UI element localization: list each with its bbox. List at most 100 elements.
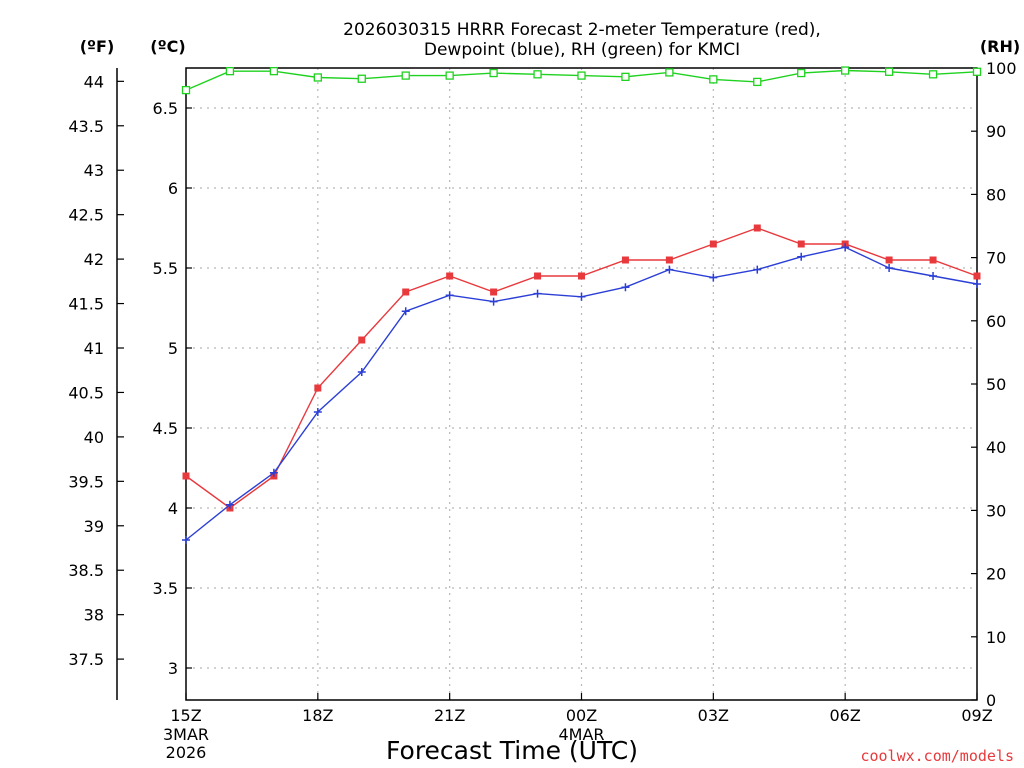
rh-point bbox=[841, 66, 850, 75]
rh-point bbox=[797, 68, 806, 78]
rh-axis-label: (RH) bbox=[980, 37, 1020, 56]
time-tick-label: 03Z bbox=[698, 706, 729, 725]
fahrenheit-tick-label: 42.5 bbox=[68, 206, 104, 225]
rh-point bbox=[445, 71, 454, 80]
temperature-point bbox=[534, 272, 542, 280]
fahrenheit-tick-label: 41 bbox=[84, 339, 104, 358]
temperature-point bbox=[446, 272, 454, 280]
fahrenheit-axis-label: (ºF) bbox=[80, 37, 115, 56]
celsius-ticks: 3 3.5 4 4.5 5 5.5 6 6.5 bbox=[153, 99, 192, 678]
rh-tick-label: 30 bbox=[986, 501, 1006, 520]
time-tick-label: 09Z bbox=[961, 706, 992, 725]
grid-lines bbox=[186, 68, 977, 700]
rh-ticks: 0 10 20 30 40 50 60 70 80 90 100 bbox=[971, 59, 1017, 710]
dewpoint-point bbox=[401, 307, 410, 316]
temperature-point bbox=[885, 256, 893, 264]
dewpoint-point bbox=[621, 283, 630, 292]
time-tick-label: 00Z bbox=[566, 706, 597, 725]
rh-point bbox=[665, 68, 674, 77]
time-tick-label: 21Z bbox=[434, 706, 465, 725]
dewpoint-point bbox=[665, 265, 674, 274]
celsius-tick-label: 6.5 bbox=[153, 99, 178, 118]
rh-tick-label: 100 bbox=[986, 59, 1017, 78]
rh-point bbox=[313, 73, 322, 82]
temperature-point bbox=[753, 224, 761, 232]
rh-point bbox=[533, 70, 542, 79]
fahrenheit-tick-label: 40.5 bbox=[68, 383, 104, 402]
fahrenheit-tick-label: 43 bbox=[84, 161, 104, 180]
rh-tick-label: 20 bbox=[986, 565, 1006, 584]
date-label: 4MAR bbox=[558, 725, 604, 744]
rh-tick-label: 60 bbox=[986, 312, 1006, 331]
dewpoint-point bbox=[885, 264, 894, 272]
celsius-axis-label: (ºC) bbox=[150, 37, 185, 56]
dewpoint-point bbox=[269, 468, 278, 477]
temperature-point bbox=[709, 240, 717, 248]
rh-point bbox=[621, 72, 630, 81]
dewpoint-point bbox=[313, 408, 322, 416]
dewpoint-point bbox=[929, 272, 938, 280]
fahrenheit-tick-label: 42 bbox=[84, 250, 104, 269]
rh-tick-label: 10 bbox=[986, 628, 1006, 647]
celsius-tick-label: 3.5 bbox=[153, 579, 178, 598]
rh-tick-label: 0 bbox=[986, 691, 996, 710]
date-label: 3MAR bbox=[163, 725, 209, 744]
rh-tick-label: 50 bbox=[986, 375, 1006, 394]
temperature-point bbox=[665, 256, 673, 264]
time-tick-label: 15Z bbox=[170, 706, 201, 725]
temperature-point bbox=[578, 272, 585, 280]
credit-text: coolwx.com/models bbox=[860, 747, 1014, 765]
fahrenheit-tick-label: 38 bbox=[84, 606, 104, 625]
rh-point bbox=[753, 77, 762, 87]
rh-point bbox=[181, 85, 191, 95]
year-label: 2026 bbox=[166, 743, 207, 762]
dewpoint-point bbox=[973, 280, 981, 288]
dewpoint-point bbox=[225, 500, 234, 509]
rh-point bbox=[225, 67, 235, 76]
dewpoint-point bbox=[533, 289, 542, 298]
celsius-tick-label: 4.5 bbox=[153, 419, 178, 438]
fahrenheit-tick-label: 44 bbox=[84, 72, 104, 91]
celsius-tick-label: 3 bbox=[168, 659, 178, 678]
temperature-point bbox=[358, 336, 366, 344]
fahrenheit-tick-label: 41.5 bbox=[68, 295, 104, 314]
dewpoint-point bbox=[841, 243, 850, 252]
rh-tick-label: 70 bbox=[986, 249, 1006, 268]
dewpoint-point bbox=[753, 265, 762, 274]
time-tick-label: 06Z bbox=[830, 706, 861, 725]
rh-point bbox=[972, 67, 982, 76]
chart-title-line-2: Dewpoint (blue), RH (green) for KMCI bbox=[424, 40, 740, 60]
x-axis-label: Forecast Time (UTC) bbox=[386, 736, 638, 765]
temperature-point bbox=[929, 256, 937, 264]
dewpoint-point bbox=[489, 297, 498, 306]
rh-tick-label: 90 bbox=[986, 122, 1006, 141]
temperature-point bbox=[621, 256, 629, 264]
temperature-point bbox=[402, 288, 410, 296]
rh-point bbox=[357, 74, 366, 83]
fahrenheit-tick-label: 40 bbox=[84, 428, 104, 447]
rh-point bbox=[577, 71, 586, 80]
dewpoint-point bbox=[445, 291, 454, 300]
temperature-point bbox=[490, 288, 498, 296]
temperature-line bbox=[185, 227, 978, 509]
dewpoint-point bbox=[709, 273, 718, 282]
fahrenheit-tick-label: 39 bbox=[84, 517, 104, 536]
chart-title-line-1: 2026030315 HRRR Forecast 2-meter Tempera… bbox=[343, 20, 821, 40]
dewpoint-point bbox=[182, 536, 190, 544]
rh-point bbox=[884, 67, 894, 76]
rh-point bbox=[489, 68, 498, 78]
rh-point bbox=[928, 70, 938, 79]
rh-tick-label: 40 bbox=[986, 438, 1006, 457]
dewpoint-point bbox=[797, 252, 806, 261]
time-tick-label: 18Z bbox=[302, 706, 333, 725]
temperature-point bbox=[182, 472, 190, 480]
axes bbox=[116, 67, 978, 701]
celsius-tick-label: 6 bbox=[168, 179, 178, 198]
rh-point bbox=[709, 75, 718, 84]
dewpoint-point bbox=[577, 292, 586, 301]
rh-point bbox=[269, 67, 279, 76]
celsius-tick-label: 5 bbox=[168, 339, 178, 358]
temperature-point bbox=[314, 384, 322, 392]
